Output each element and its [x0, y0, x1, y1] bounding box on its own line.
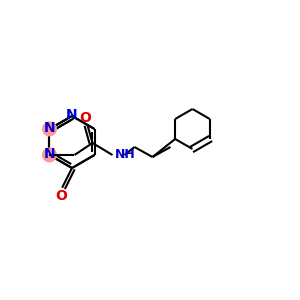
Text: NH: NH — [115, 148, 135, 160]
Text: N: N — [44, 147, 55, 161]
Circle shape — [42, 148, 57, 163]
Text: N: N — [44, 121, 55, 135]
Text: O: O — [80, 111, 92, 125]
Text: N: N — [66, 108, 78, 122]
Text: O: O — [55, 189, 67, 203]
Circle shape — [42, 122, 57, 136]
